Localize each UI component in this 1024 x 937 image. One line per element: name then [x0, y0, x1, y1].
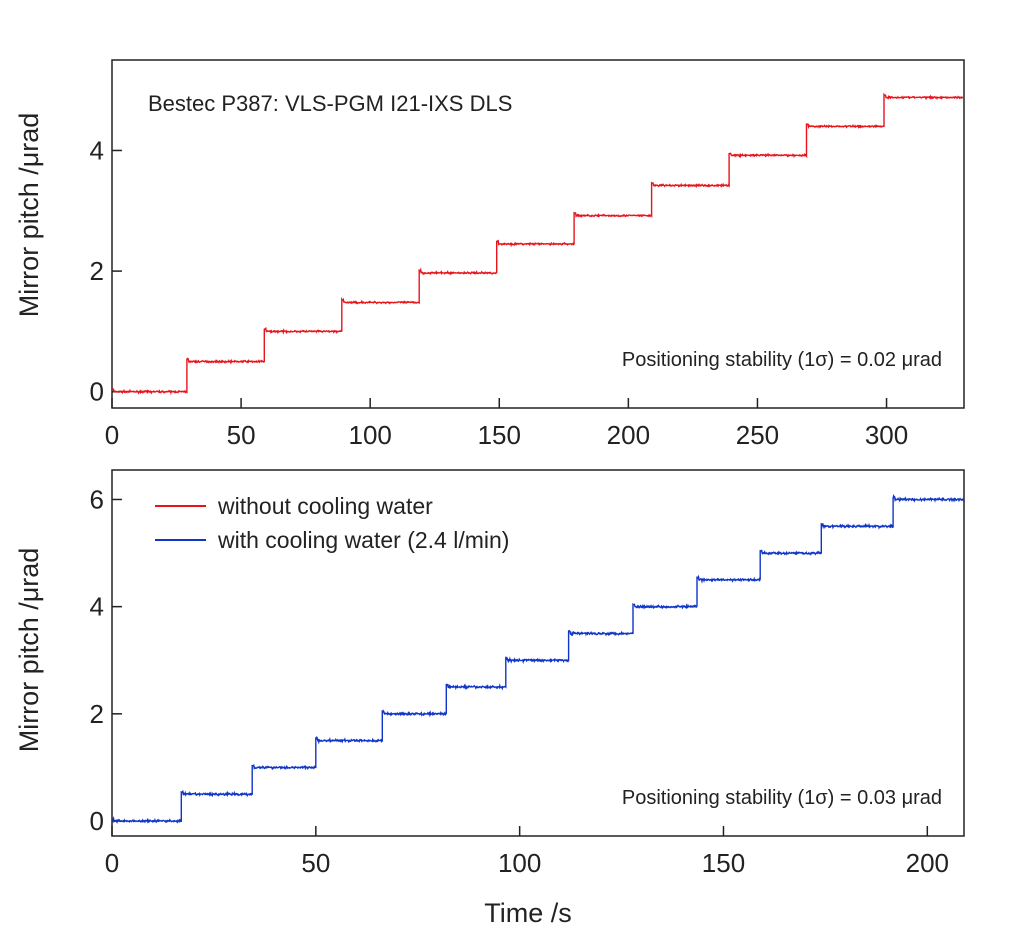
x-tick-label: 0: [105, 848, 119, 878]
x-tick-label: 150: [702, 848, 745, 878]
y-tick-label: 0: [90, 377, 104, 407]
series-line-without-cooling: [111, 92, 965, 396]
plot-frame: [111, 59, 965, 409]
legend-label: with cooling water (2.4 l/min): [217, 527, 509, 553]
x-tick-label: 100: [348, 420, 391, 450]
y-tick-label: 4: [90, 592, 104, 622]
x-tick-label: 150: [478, 420, 521, 450]
x-tick-label: 200: [906, 848, 949, 878]
x-axis-label: Time /s: [484, 898, 572, 928]
stability-annotation: Positioning stability (1σ) = 0.03 μrad: [622, 787, 942, 809]
series-line-with-cooling: [111, 493, 965, 824]
top-panel: 0 50 100 150 200 250 300 0 2 4 Mirror pitch /μrad B…: [14, 59, 965, 450]
x-tick-label: 200: [607, 420, 650, 450]
x-tick-label: 300: [865, 420, 908, 450]
y-axis-label: Mirror pitch /μrad: [14, 548, 44, 753]
plot-frame: [111, 469, 965, 837]
x-tick-label: 100: [498, 848, 541, 878]
x-tick-label: 0: [105, 420, 119, 450]
y-axis-label: Mirror pitch /μrad: [14, 113, 44, 318]
x-tick-label: 50: [227, 420, 256, 450]
y-tick-label: 4: [90, 135, 104, 165]
x-tick-label: 50: [301, 848, 330, 878]
chart-title: Bestec P387: VLS-PGM I21-IXS DLS: [148, 91, 512, 116]
y-tick-label: 2: [90, 699, 104, 729]
y-tick-label: 0: [90, 806, 104, 836]
stability-annotation: Positioning stability (1σ) = 0.02 μrad: [622, 349, 942, 371]
y-tick-label: 2: [90, 256, 104, 286]
x-tick-label: 250: [736, 420, 779, 450]
bottom-panel: 0 50 100 150 200 0 2 4 6 Mirror pitch /μrad Time /…: [14, 469, 965, 928]
y-tick-label: 6: [90, 484, 104, 514]
legend-label: without cooling water: [217, 493, 433, 519]
